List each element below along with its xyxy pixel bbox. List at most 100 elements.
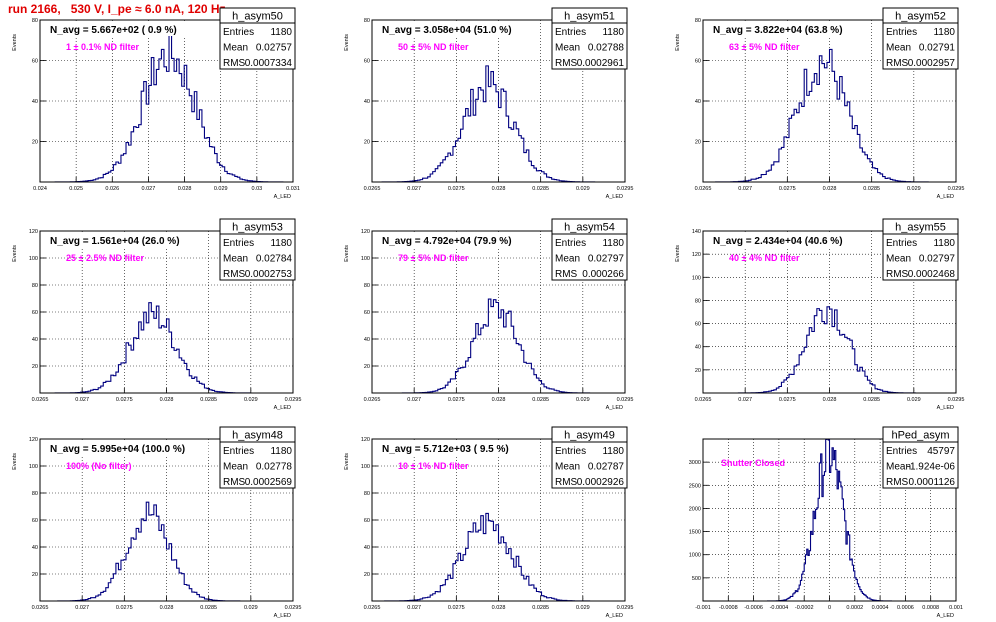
y-tick-label: 40 [32, 99, 38, 105]
stats-label: RMS [555, 477, 578, 488]
stats-value: 0.02788 [588, 43, 625, 54]
stats-value: 1180 [270, 238, 292, 249]
y-tick-label: 60 [32, 310, 38, 316]
stats-value: 0.0002957 [908, 58, 956, 69]
x-tick-label: 0.027 [142, 186, 156, 192]
x-tick-label: 0.025 [69, 186, 83, 192]
x-axis-label: A_LED [274, 613, 291, 619]
x-tick-label: 0.0265 [32, 605, 49, 611]
plot-title-bg [46, 233, 203, 247]
y-tick-label: 120 [29, 229, 38, 235]
y-tick-label: 120 [361, 437, 370, 443]
plot-title-bg [378, 22, 535, 36]
stats-value: 1180 [270, 446, 292, 457]
x-tick-label: 0.0295 [285, 397, 302, 403]
y-tick-label: 20 [364, 140, 370, 146]
x-tick-label: -0.0002 [795, 605, 814, 611]
stats-label: Mean [223, 254, 248, 265]
x-tick-label: 0.027 [407, 186, 421, 192]
y-tick-label: 40 [32, 337, 38, 343]
histogram-panel-h_asym48: 0.0265 0.027 0.0275 0.028 0.0285 0.029 0.0295 2… [12, 426, 301, 619]
stats-label: Entries [555, 238, 586, 249]
x-tick-label: 0.03 [251, 186, 262, 192]
y-tick-label: 40 [32, 545, 38, 551]
stats-value: 0.0002753 [245, 269, 293, 280]
y-axis-label: Events [675, 34, 681, 51]
stats-label: Mean [555, 254, 580, 265]
x-tick-label: 0.0275 [779, 186, 796, 192]
histogram-panel-h_asym49: 0.0265 0.027 0.0275 0.028 0.0285 0.029 0.0295 2… [344, 426, 633, 619]
x-tick-label: 0.029 [244, 605, 258, 611]
y-axis-label: Events [675, 245, 681, 262]
histogram-panel-h_asym53: 0.0265 0.027 0.0275 0.028 0.0285 0.029 0.0295 2… [12, 218, 302, 411]
histogram-panel-h_asym50: 0.024 0.025 0.026 0.027 0.028 0.029 0.03 0.031 2… [12, 7, 300, 200]
y-tick-label: 2000 [689, 506, 701, 512]
x-tick-label: 0.0295 [617, 397, 634, 403]
filter-annotation: 50 ± 5% ND filter [398, 42, 469, 52]
histogram-series-h_asym50 [39, 29, 294, 183]
x-tick-label: 0.0265 [695, 397, 712, 403]
stats-value: 0.02778 [256, 462, 293, 473]
y-tick-label: 20 [364, 572, 370, 578]
x-tick-label: 0.029 [907, 397, 921, 403]
y-axis-label: Events [344, 453, 350, 470]
stats-label: RMS [223, 58, 246, 69]
y-tick-label: 80 [695, 18, 701, 24]
stats-value: 1180 [602, 27, 624, 38]
y-tick-label: 80 [364, 18, 370, 24]
plot-title: N_avg = 3.822e+04 (63.8 %) [713, 25, 843, 36]
y-tick-label: 40 [695, 345, 701, 351]
stats-box [219, 22, 296, 70]
histogram-name: h_asym52 [895, 11, 946, 23]
x-tick-label: 0.027 [75, 397, 89, 403]
y-tick-label: 20 [32, 140, 38, 146]
x-tick-label: 0.0285 [200, 605, 217, 611]
stats-label: RMS [555, 58, 578, 69]
x-tick-label: 0.028 [492, 186, 506, 192]
x-tick-label: 0.0295 [617, 186, 634, 192]
stats-value: 0.02757 [256, 43, 293, 54]
stats-box [219, 441, 296, 489]
x-tick-label: 0.0006 [897, 605, 914, 611]
y-axis-label: Events [12, 245, 18, 262]
x-axis-label: A_LED [274, 405, 291, 411]
x-axis-label: A_LED [937, 194, 954, 200]
stats-value: 0.02784 [256, 254, 293, 265]
plot-title: N_avg = 5.667e+02 ( 0.9 %) [50, 25, 177, 36]
stats-label: Entries [886, 446, 917, 457]
y-tick-label: 40 [364, 99, 370, 105]
x-tick-label: -0.0004 [770, 605, 789, 611]
y-tick-label: 60 [364, 59, 370, 65]
plot-title: N_avg = 3.058e+04 (51.0 %) [382, 25, 512, 36]
x-tick-label: 0.028 [823, 397, 837, 403]
x-tick-label: 0.029 [214, 186, 228, 192]
y-tick-label: 120 [692, 252, 701, 258]
plot-title-bg [709, 233, 866, 247]
stats-value: 0.0002926 [577, 477, 625, 488]
stats-value: -1.924e-06 [907, 462, 956, 473]
stats-label: Mean [555, 462, 580, 473]
stats-label: Mean [886, 43, 911, 54]
y-tick-label: 60 [695, 59, 701, 65]
stats-value: 1180 [933, 238, 955, 249]
y-axis-label: Events [344, 34, 350, 51]
histogram-series-h_asym49 [371, 512, 625, 602]
histogram-name: hPed_asym [891, 430, 949, 442]
y-tick-label: 80 [32, 18, 38, 24]
x-tick-label: 0.027 [738, 397, 752, 403]
x-axis-label: A_LED [937, 613, 954, 619]
stats-box [882, 22, 959, 70]
y-tick-label: 80 [32, 491, 38, 497]
x-tick-label: 0.0295 [948, 186, 965, 192]
x-axis-label: A_LED [606, 405, 623, 411]
stats-box [551, 441, 628, 489]
plot-title: N_avg = 5.712e+03 ( 9.5 %) [382, 444, 509, 455]
y-tick-label: 20 [695, 140, 701, 146]
x-tick-label: 0.0295 [948, 397, 965, 403]
y-tick-label: 40 [364, 545, 370, 551]
y-tick-label: 40 [695, 99, 701, 105]
stats-label: Mean [223, 43, 248, 54]
y-axis-label: Events [344, 245, 350, 262]
x-tick-label: 0.028 [178, 186, 192, 192]
y-tick-label: 20 [32, 364, 38, 370]
